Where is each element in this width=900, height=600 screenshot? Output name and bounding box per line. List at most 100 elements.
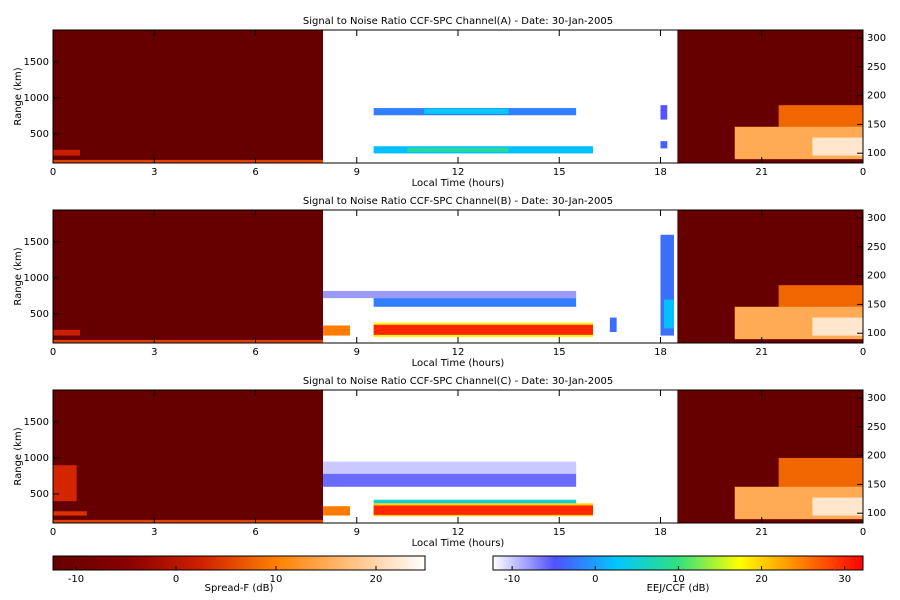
y2-tick-label: 300	[867, 33, 886, 44]
y2-tick-label: 100	[867, 148, 886, 159]
snr-patch	[812, 317, 863, 336]
y-tick-label: 500	[30, 309, 49, 320]
colorbar-tick-label: 30	[838, 574, 851, 585]
snr-patch	[812, 497, 863, 516]
snr-patch	[323, 473, 577, 487]
snr-patch	[53, 519, 323, 523]
colorbar-label: EEJ/CCF (dB)	[647, 583, 710, 594]
x-tick-label: 3	[151, 167, 157, 178]
snr-patch	[323, 506, 350, 516]
x-tick-label: 15	[553, 527, 566, 538]
y2-tick-label: 300	[867, 213, 886, 224]
x-tick-label: 0	[50, 167, 56, 178]
y-axis-label: Range (km)	[13, 247, 24, 305]
heatmap	[53, 30, 863, 163]
snr-patch	[53, 149, 80, 156]
y-tick-label: 1000	[24, 273, 49, 284]
colorbar-label: Spread-F (dB)	[205, 583, 274, 594]
colorbar-tick-label: 10	[270, 574, 283, 585]
snr-patch	[812, 137, 863, 156]
panel-title: Signal to Noise Ratio CCF-SPC Channel(B)…	[303, 196, 613, 207]
x-tick-label: 12	[452, 347, 465, 358]
colorbar-tick-label: 20	[370, 574, 383, 585]
x-tick-label: 3	[151, 347, 157, 358]
x-tick-label: 15	[553, 347, 566, 358]
y2-tick-label: 250	[867, 242, 886, 253]
snr-patch	[53, 390, 323, 523]
y2-tick-label: 100	[867, 508, 886, 519]
snr-patch	[53, 30, 323, 163]
y-tick-label: 1500	[24, 57, 49, 68]
x-axis-label: Local Time (hours)	[412, 538, 505, 549]
colorbar-tick-label: 0	[173, 574, 179, 585]
snr-patch	[53, 210, 323, 343]
y-tick-label: 500	[30, 129, 49, 140]
y-axis-label: Range (km)	[13, 67, 24, 125]
x-tick-label: 6	[252, 527, 258, 538]
snr-patch	[663, 299, 674, 329]
heatmap	[53, 390, 863, 523]
x-tick-label: 0	[860, 347, 866, 358]
y2-tick-label: 150	[867, 299, 886, 310]
y-tick-label: 1500	[24, 417, 49, 428]
x-tick-label: 3	[151, 527, 157, 538]
x-tick-label: 21	[755, 347, 768, 358]
x-axis-label: Local Time (hours)	[412, 178, 505, 189]
snr-patch	[53, 339, 323, 343]
colorbar-tick-label: 10	[672, 574, 685, 585]
snr-patch	[323, 461, 577, 474]
x-tick-label: 0	[860, 527, 866, 538]
x-tick-label: 0	[860, 167, 866, 178]
y2-tick-label: 250	[867, 62, 886, 73]
y2-tick-label: 150	[867, 119, 886, 130]
snr-patch	[609, 317, 617, 332]
x-tick-label: 12	[452, 527, 465, 538]
x-tick-label: 9	[354, 347, 360, 358]
snr-patch	[660, 141, 668, 149]
snr-patch	[323, 325, 350, 336]
colorbar-tick-label: -10	[68, 574, 84, 585]
y2-tick-label: 300	[867, 393, 886, 404]
y-tick-label: 1000	[24, 93, 49, 104]
y2-tick-label: 250	[867, 422, 886, 433]
x-tick-label: 9	[354, 167, 360, 178]
y2-tick-label: 200	[867, 451, 886, 462]
x-tick-label: 6	[252, 167, 258, 178]
colorbar-tick-label: -10	[504, 574, 520, 585]
x-axis-label: Local Time (hours)	[412, 358, 505, 369]
snr-patch	[373, 324, 593, 335]
y2-tick-label: 200	[867, 271, 886, 282]
snr-patch	[373, 505, 593, 515]
x-tick-label: 9	[354, 527, 360, 538]
snr-patch	[323, 290, 577, 299]
snr-patch	[53, 329, 80, 336]
y-tick-label: 1000	[24, 453, 49, 464]
snr-patch	[53, 511, 87, 516]
x-tick-label: 18	[654, 347, 667, 358]
y2-tick-label: 200	[867, 91, 886, 102]
y2-tick-label: 150	[867, 479, 886, 490]
x-tick-label: 21	[755, 527, 768, 538]
colorbar	[52, 555, 426, 571]
x-tick-label: 18	[654, 167, 667, 178]
y-tick-label: 1500	[24, 237, 49, 248]
y-axis-label: Range (km)	[13, 427, 24, 485]
snr-patch	[53, 159, 323, 163]
snr-patch	[373, 499, 577, 504]
x-tick-label: 6	[252, 347, 258, 358]
snr-patch	[373, 298, 577, 307]
x-tick-label: 12	[452, 167, 465, 178]
colorbar-tick-label: 0	[592, 574, 598, 585]
y2-tick-label: 100	[867, 328, 886, 339]
panel-title: Signal to Noise Ratio CCF-SPC Channel(C)…	[303, 376, 613, 387]
snr-patch	[424, 108, 509, 114]
snr-patch	[407, 147, 509, 152]
x-tick-label: 15	[553, 167, 566, 178]
snr-patch	[660, 105, 668, 120]
heatmap	[53, 210, 863, 343]
snr-patch	[53, 465, 77, 502]
panel-title: Signal to Noise Ratio CCF-SPC Channel(A)…	[303, 16, 613, 27]
colorbar-tick-label: 20	[755, 574, 768, 585]
